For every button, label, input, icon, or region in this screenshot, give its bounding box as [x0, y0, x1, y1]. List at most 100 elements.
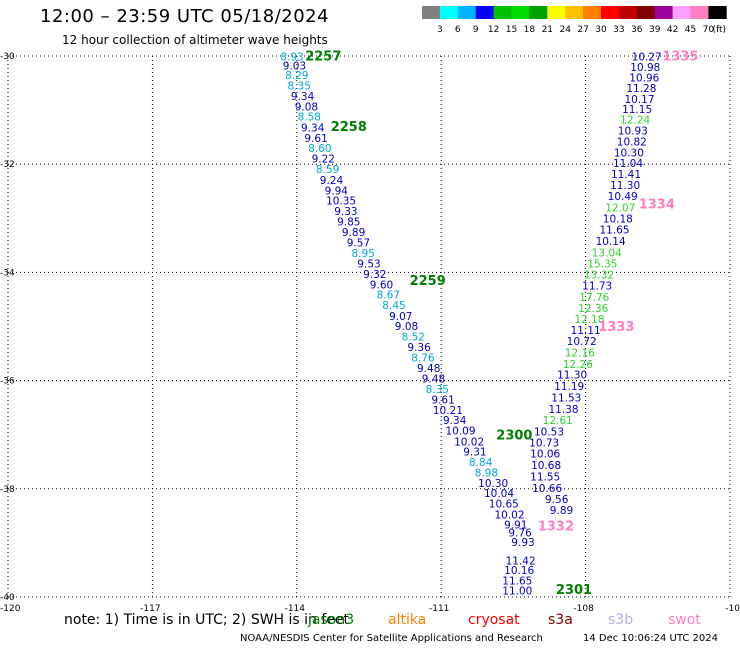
wave-height-value: 11.73 — [582, 281, 612, 293]
wave-height-value: 12.07 — [605, 203, 635, 215]
color-swatch — [583, 6, 602, 19]
wave-height-value: 9.34 — [291, 91, 315, 103]
wave-height-value: 8.35 — [426, 384, 449, 396]
x-tick-label: -117 — [140, 604, 160, 614]
color-swatch — [439, 6, 459, 19]
wave-height-value: 9.48 — [417, 363, 440, 375]
color-scale-tick-label: 70 — [703, 25, 715, 35]
color-scale-tick-label: 15 — [506, 25, 517, 35]
wave-height-value: 12.16 — [565, 348, 595, 360]
color-swatch — [636, 6, 656, 19]
wave-height-value: 11.15 — [622, 104, 652, 116]
wave-height-value: 9.24 — [320, 175, 344, 187]
color-scale-tick-label: 12 — [488, 25, 499, 35]
wave-height-value: 10.17 — [624, 94, 654, 106]
pass-time-label: 2301 — [556, 583, 592, 598]
wave-height-value: 9.08 — [395, 321, 418, 333]
wave-height-value: 10.02 — [454, 436, 484, 448]
wave-height-value: 9.36 — [407, 342, 431, 354]
wave-height-value: 10.30 — [478, 478, 508, 490]
wave-height-value: 10.73 — [529, 437, 559, 449]
wave-height-value: 11.00 — [502, 586, 532, 598]
wave-height-value: 10.93 — [618, 126, 648, 138]
wave-height-value: 12.18 — [574, 314, 604, 326]
x-tick-label: -120 — [0, 604, 21, 614]
wave-height-value: 10.02 — [494, 509, 524, 521]
wave-height-value: 9.85 — [337, 217, 360, 229]
wave-height-value: 12.61 — [543, 415, 573, 427]
wave-height-value: 11.30 — [557, 370, 587, 382]
x-tick-label: -108 — [573, 604, 594, 614]
wave-height-value: 12.26 — [563, 359, 593, 371]
wave-height-value: 10.53 — [534, 427, 564, 439]
units-note: note: 1) Time is in UTC; 2) SWH is in fe… — [64, 612, 350, 628]
wave-height-value: 10.65 — [489, 499, 519, 511]
wave-height-value: 8.45 — [382, 300, 405, 312]
wave-height-value: 10.35 — [326, 196, 356, 208]
y-tick-label: -32 — [0, 160, 15, 170]
color-swatch — [493, 6, 512, 19]
color-scale-tick-label: 33 — [613, 25, 624, 35]
color-swatch — [529, 6, 548, 19]
wave-height-value: 9.22 — [312, 153, 335, 165]
wave-height-value: 9.91 — [504, 520, 527, 532]
color-scale-tick-label: 21 — [542, 25, 553, 35]
wave-height-value: 11.55 — [530, 471, 560, 483]
color-swatch — [708, 6, 727, 19]
color-swatch — [618, 6, 638, 19]
color-scale-tick-label: 3 — [437, 25, 443, 35]
color-swatch — [457, 6, 477, 19]
color-scale-unit: (ft) — [712, 25, 726, 35]
wave-height-value: 9.56 — [545, 494, 569, 506]
color-scale-tick-label: 39 — [649, 25, 661, 35]
wave-height-value: 11.19 — [554, 381, 584, 393]
wave-height-value: 17.76 — [579, 292, 609, 304]
wave-height-value: 11.30 — [610, 180, 640, 192]
wave-height-value: 13.04 — [592, 248, 622, 260]
track-jason3: 8.939.038.298.359.349.088.589.349.618.60… — [280, 50, 592, 598]
wave-height-value: 9.57 — [347, 238, 370, 250]
wave-height-value: 10.30 — [614, 147, 644, 159]
wave-height-value: 10.68 — [531, 460, 561, 472]
wave-height-value: 8.58 — [298, 112, 321, 124]
wave-height-value: 8.35 — [288, 80, 311, 92]
wave-height-value: 10.82 — [617, 137, 647, 149]
color-swatch — [601, 6, 620, 19]
y-tick-label: -38 — [0, 485, 15, 495]
satellite-label-jason3: jason3 — [308, 612, 355, 628]
wave-height-value: 8.84 — [469, 457, 493, 469]
wave-height-value: 15.35 — [587, 258, 617, 270]
wave-height-value: 9.34 — [443, 415, 467, 427]
wave-height-value: 9.07 — [389, 311, 412, 323]
wave-height-value: 11.42 — [506, 555, 536, 567]
wave-height-value: 8.29 — [285, 70, 308, 82]
wave-height-value: 12.24 — [620, 114, 650, 126]
wave-height-value: 10.66 — [532, 483, 562, 495]
wave-height-value: 10.72 — [567, 336, 597, 348]
wave-height-value: 11.11 — [571, 325, 601, 337]
wave-height-value: 10.06 — [530, 449, 560, 461]
color-scale-tick-label: 24 — [559, 25, 571, 35]
wave-height-value: 9.53 — [357, 258, 380, 270]
wave-height-value: 11.38 — [548, 404, 578, 416]
color-scale-tick-label: 6 — [455, 25, 461, 35]
wave-height-value: 10.49 — [608, 191, 638, 203]
wave-height-value: 9.61 — [431, 395, 454, 407]
pass-time-label: 2300 — [496, 428, 532, 443]
color-swatch — [547, 6, 566, 19]
wave-height-value: 10.14 — [596, 236, 626, 248]
wave-height-value: 9.60 — [370, 279, 393, 291]
wave-height-value: 9.89 — [342, 227, 365, 239]
color-swatch — [672, 6, 691, 19]
wave-height-value: 10.04 — [484, 488, 514, 500]
wave-height-value: 8.60 — [308, 143, 331, 155]
pass-time-label: 2258 — [331, 120, 367, 135]
pass-time-label: 1334 — [639, 197, 675, 212]
x-tick-label: -111 — [429, 604, 449, 614]
color-scale-tick-label: 18 — [524, 25, 536, 35]
wave-height-value: 10.09 — [445, 426, 475, 438]
pass-time-label: 2257 — [305, 50, 341, 65]
wave-height-value: 8.59 — [316, 164, 339, 176]
color-swatch — [690, 6, 709, 19]
satellite-label-altika: altika — [388, 612, 427, 628]
